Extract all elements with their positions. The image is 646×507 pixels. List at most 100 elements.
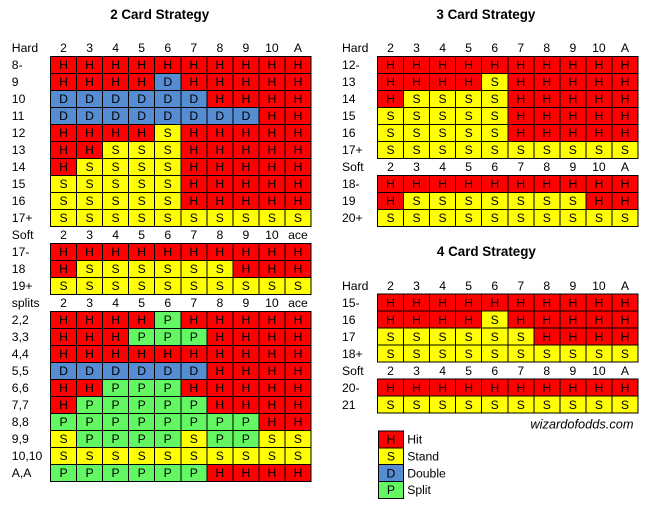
svg-text:H: H	[215, 313, 224, 327]
svg-text:10: 10	[592, 41, 606, 55]
svg-text:splits: splits	[12, 296, 40, 310]
svg-text:P: P	[59, 415, 67, 429]
svg-text:S: S	[465, 330, 473, 344]
svg-text:9: 9	[569, 364, 576, 378]
svg-text:P: P	[216, 415, 224, 429]
svg-text:P: P	[164, 466, 172, 480]
svg-text:15: 15	[12, 177, 26, 191]
svg-text:S: S	[112, 177, 120, 191]
svg-text:D: D	[59, 109, 68, 123]
svg-text:H: H	[621, 109, 630, 123]
svg-text:S: S	[543, 194, 551, 208]
svg-text:H: H	[215, 126, 224, 140]
svg-text:H: H	[294, 347, 303, 361]
svg-text:P: P	[86, 466, 94, 480]
svg-text:S: S	[465, 347, 473, 361]
svg-text:S: S	[412, 92, 420, 106]
svg-text:D: D	[59, 92, 68, 106]
svg-text:P: P	[138, 415, 146, 429]
svg-text:21: 21	[342, 398, 356, 412]
svg-text:S: S	[491, 92, 499, 106]
svg-text:4: 4	[112, 41, 119, 55]
svg-text:H: H	[595, 109, 604, 123]
svg-text:P: P	[138, 398, 146, 412]
svg-text:H: H	[568, 92, 577, 106]
svg-text:H: H	[294, 92, 303, 106]
svg-text:S: S	[491, 109, 499, 123]
svg-text:H: H	[215, 177, 224, 191]
svg-text:S: S	[621, 143, 629, 157]
svg-text:H: H	[189, 126, 198, 140]
svg-text:2: 2	[387, 364, 394, 378]
svg-text:S: S	[164, 177, 172, 191]
svg-text:S: S	[268, 449, 276, 463]
svg-text:H: H	[268, 75, 277, 89]
svg-text:S: S	[517, 194, 525, 208]
svg-text:H: H	[294, 398, 303, 412]
svg-text:S: S	[164, 160, 172, 174]
svg-text:H: H	[464, 313, 473, 327]
svg-text:S: S	[59, 279, 67, 293]
svg-text:D: D	[215, 109, 224, 123]
svg-text:5,5: 5,5	[12, 364, 29, 378]
svg-text:A: A	[294, 41, 303, 55]
svg-text:S: S	[242, 449, 250, 463]
svg-text:H: H	[111, 245, 120, 259]
svg-text:H: H	[386, 58, 395, 72]
svg-text:H: H	[294, 160, 303, 174]
svg-text:10: 10	[592, 160, 606, 174]
svg-text:3: 3	[413, 41, 420, 55]
svg-text:2 Card Strategy: 2 Card Strategy	[110, 7, 210, 22]
svg-text:S: S	[138, 177, 146, 191]
svg-text:Hard: Hard	[342, 279, 368, 293]
svg-text:6: 6	[491, 279, 498, 293]
svg-text:H: H	[386, 75, 395, 89]
svg-text:S: S	[59, 211, 67, 225]
svg-text:A: A	[621, 160, 630, 174]
svg-text:S: S	[465, 398, 473, 412]
svg-text:D: D	[386, 466, 395, 480]
svg-text:H: H	[516, 58, 525, 72]
svg-text:D: D	[85, 364, 94, 378]
svg-text:S: S	[517, 330, 525, 344]
svg-text:H: H	[464, 177, 473, 191]
svg-text:S: S	[517, 143, 525, 157]
svg-text:S: S	[386, 330, 394, 344]
svg-text:H: H	[268, 262, 277, 276]
svg-text:3 Card Strategy: 3 Card Strategy	[436, 7, 536, 22]
svg-text:H: H	[215, 143, 224, 157]
svg-text:H: H	[268, 92, 277, 106]
svg-text:P: P	[387, 483, 395, 497]
svg-text:H: H	[111, 126, 120, 140]
svg-text:H: H	[215, 58, 224, 72]
svg-text:S: S	[412, 347, 420, 361]
svg-text:7: 7	[517, 41, 524, 55]
svg-text:H: H	[59, 347, 68, 361]
svg-text:P: P	[164, 415, 172, 429]
svg-text:S: S	[216, 211, 224, 225]
svg-text:S: S	[86, 279, 94, 293]
svg-text:5: 5	[465, 41, 472, 55]
svg-text:S: S	[138, 211, 146, 225]
svg-text:S: S	[138, 160, 146, 174]
svg-text:H: H	[294, 245, 303, 259]
svg-text:P: P	[164, 398, 172, 412]
svg-text:P: P	[86, 432, 94, 446]
svg-text:H: H	[542, 313, 551, 327]
svg-text:S: S	[595, 143, 603, 157]
svg-text:S: S	[465, 109, 473, 123]
svg-text:P: P	[138, 330, 146, 344]
svg-text:H: H	[621, 58, 630, 72]
svg-text:H: H	[294, 364, 303, 378]
svg-text:H: H	[464, 296, 473, 310]
svg-text:H: H	[595, 177, 604, 191]
svg-text:S: S	[59, 449, 67, 463]
svg-text:S: S	[164, 449, 172, 463]
svg-text:H: H	[621, 330, 630, 344]
svg-text:H: H	[412, 313, 421, 327]
svg-text:Hit: Hit	[407, 433, 423, 447]
svg-text:H: H	[59, 143, 68, 157]
svg-text:H: H	[268, 466, 277, 480]
svg-text:7: 7	[517, 279, 524, 293]
svg-text:H: H	[59, 126, 68, 140]
